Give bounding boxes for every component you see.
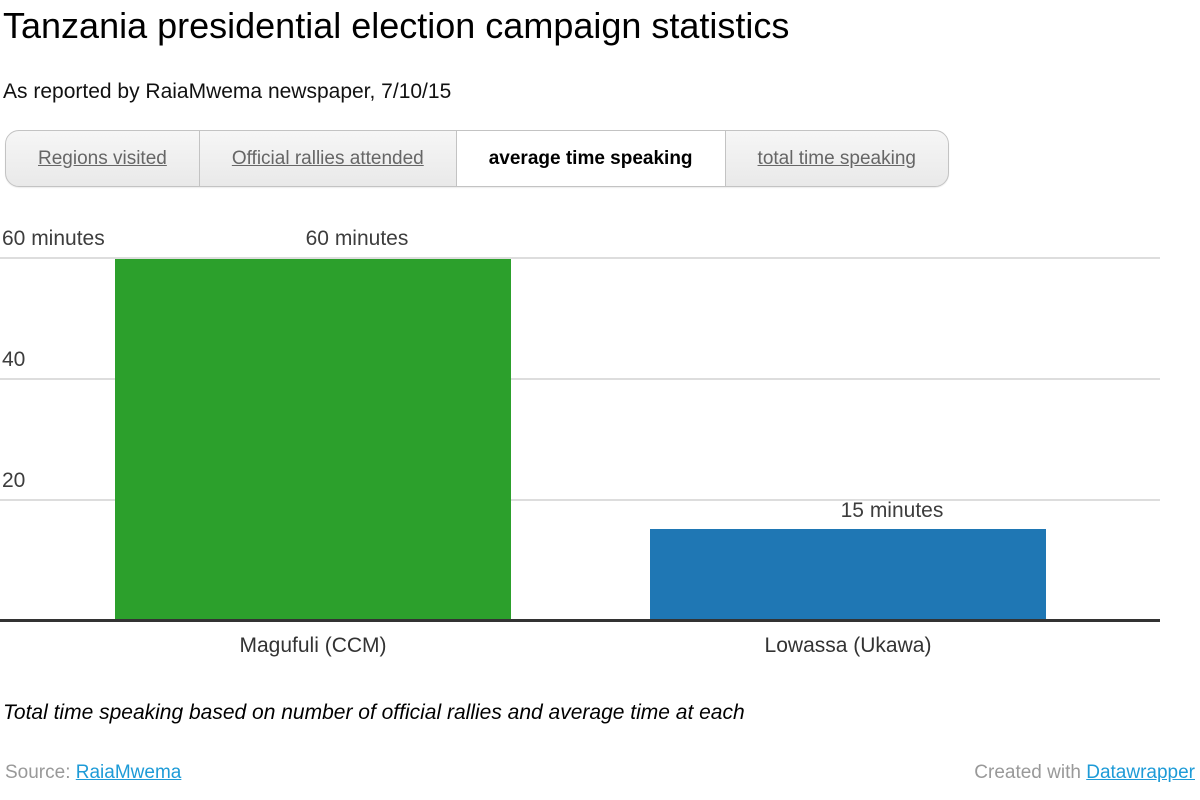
chart-footnote: Total time speaking based on number of o… [3, 701, 745, 724]
chart-footer: Source: RaiaMwema Created with Datawrapp… [5, 762, 1195, 784]
x-axis-line [0, 619, 1160, 622]
y-tick-label-20: 20 [2, 469, 26, 492]
source-label: Source: [5, 762, 71, 783]
bar-magufuli[interactable] [115, 259, 511, 619]
tab-total-time-speaking[interactable]: total time speaking [724, 131, 948, 186]
bar-chart: 60 minutes 40 20 60 minutes 15 minutes M… [0, 227, 1160, 657]
gridline-40 [0, 378, 1160, 380]
gridline-20 [0, 499, 1160, 501]
bar-lowassa[interactable] [650, 529, 1046, 619]
tab-bar: Regions visited Official rallies attende… [5, 130, 949, 187]
bar-value-label-lowassa: 15 minutes [840, 499, 944, 522]
chart-title: Tanzania presidential election campaign … [3, 5, 790, 46]
category-label-magufuli: Magufuli (CCM) [239, 634, 387, 657]
y-tick-label-40: 40 [2, 348, 26, 371]
source-link[interactable]: RaiaMwema [75, 762, 182, 783]
tab-official-rallies-attended[interactable]: Official rallies attended [198, 131, 456, 186]
tab-average-time-speaking[interactable]: average time speaking [455, 131, 725, 186]
chart-subtitle: As reported by RaiaMwema newspaper, 7/10… [3, 80, 452, 103]
credit-label: Created with [974, 762, 1081, 783]
tab-regions-visited[interactable]: Regions visited [38, 147, 167, 169]
source-line: Source: RaiaMwema [5, 762, 181, 784]
credit-link[interactable]: Datawrapper [1086, 762, 1195, 783]
category-label-lowassa: Lowassa (Ukawa) [764, 634, 932, 657]
credit-line: Created with Datawrapper [974, 762, 1195, 784]
bar-value-label-magufuli: 60 minutes [305, 227, 409, 250]
y-tick-label-60: 60 minutes [2, 227, 105, 250]
gridline-60 [0, 257, 1160, 259]
